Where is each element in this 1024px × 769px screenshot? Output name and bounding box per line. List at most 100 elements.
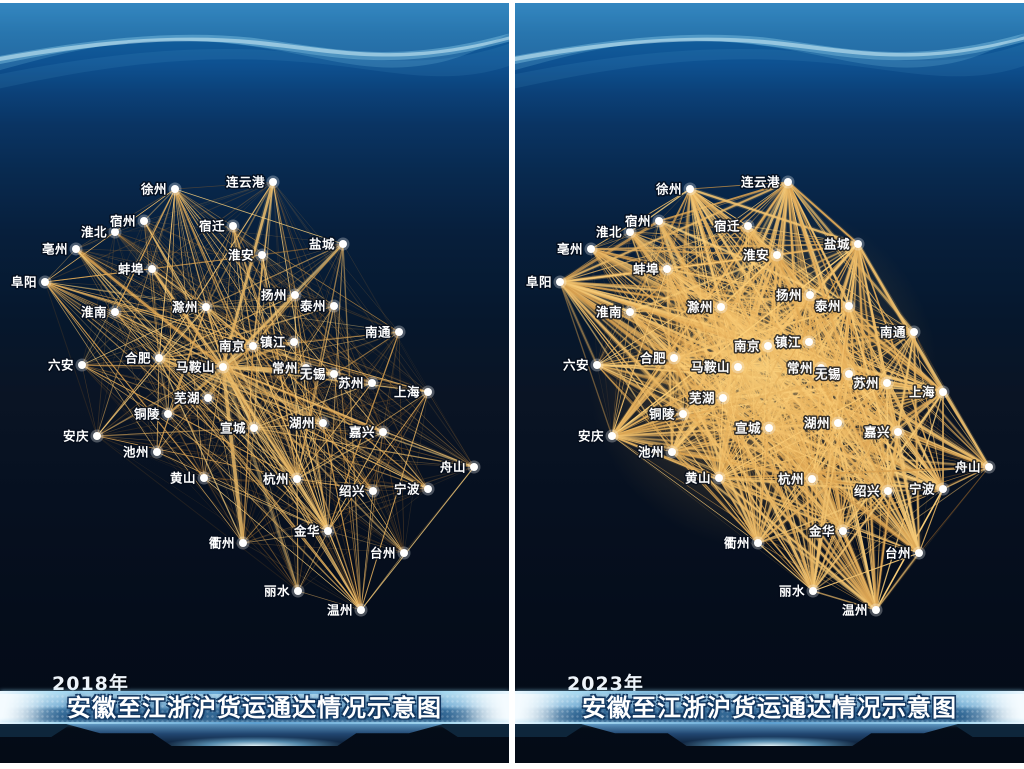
city-label: 蚌埠 (118, 262, 144, 277)
city-node (319, 419, 327, 427)
banner-line-bottom (0, 721, 509, 724)
city-label: 绍兴 (339, 484, 365, 499)
city-node (424, 388, 432, 396)
city-label: 六安 (563, 358, 589, 373)
city-label: 温州 (327, 603, 353, 618)
city-nodes (38, 175, 481, 617)
city-label: 阜阳 (526, 275, 552, 290)
city-node (269, 178, 277, 186)
city-node (854, 240, 862, 248)
city-node (626, 228, 634, 236)
city-label: 宿州 (625, 214, 651, 229)
city-label: 池州 (638, 445, 664, 460)
city-label: 淮南 (596, 305, 622, 320)
city-label: 舟山 (955, 460, 981, 475)
city-node (200, 474, 208, 482)
city-label: 苏州 (338, 376, 364, 391)
city-node (744, 222, 752, 230)
city-node (670, 354, 678, 362)
city-label: 铜陵 (134, 407, 160, 422)
city-label: 上海 (909, 385, 935, 400)
city-node (164, 410, 172, 418)
city-node (294, 587, 302, 595)
city-node (140, 217, 148, 225)
city-node (202, 303, 210, 311)
city-node (155, 354, 163, 362)
banner-skirt-glow (66, 724, 443, 746)
city-label: 金华 (293, 524, 320, 539)
city-label: 徐州 (140, 182, 167, 197)
city-node (239, 539, 247, 547)
city-label: 南京 (734, 339, 760, 354)
city-label: 宿迁 (199, 219, 225, 234)
city-node (883, 379, 891, 387)
city-label: 舟山 (440, 460, 466, 475)
city-nodes (553, 175, 996, 617)
city-label: 徐州 (655, 182, 682, 197)
city-node (734, 363, 742, 371)
city-label: 阜阳 (11, 275, 37, 290)
city-label: 安庆 (578, 429, 604, 444)
banner-line-top (0, 691, 509, 694)
city-label: 南通 (365, 325, 391, 340)
banner-skirt-glow (581, 724, 958, 746)
city-node (379, 428, 387, 436)
city-label: 淮南 (81, 305, 107, 320)
city-node (655, 217, 663, 225)
city-node (229, 222, 237, 230)
city-node (587, 245, 595, 253)
city-node (663, 265, 671, 273)
banner-line-bottom (515, 721, 1024, 724)
city-node (765, 424, 773, 432)
city-label: 宿州 (110, 214, 136, 229)
city-label: 亳州 (557, 242, 583, 257)
city-node (808, 475, 816, 483)
city-node (78, 361, 86, 369)
panel-2023: 徐州 连云港 宿州 淮北 亳州 宿迁 淮安 蚌埠 阜阳 盐城 淮南 滁州 扬州 泰州 南通 六安 合肥 南京 镇江常… (515, 3, 1024, 763)
city-node (834, 419, 842, 427)
city-node (717, 303, 725, 311)
city-node (293, 475, 301, 483)
city-label: 镇江 (775, 335, 801, 350)
city-node (41, 278, 49, 286)
panel-divider (509, 0, 515, 769)
city-node (369, 487, 377, 495)
city-label: 铜陵 (649, 407, 675, 422)
city-label: 滁州 (172, 300, 198, 315)
city-label: 无锡 (814, 367, 841, 382)
wave-decoration (0, 3, 509, 89)
city-node (894, 428, 902, 436)
city-node (153, 448, 161, 456)
city-node (839, 527, 847, 535)
city-label: 上海 (394, 385, 420, 400)
city-label: 黄山 (170, 471, 196, 486)
city-node (809, 587, 817, 595)
banner-wing-left (515, 724, 587, 737)
city-label: 池州 (123, 445, 149, 460)
city-label: 台州 (885, 546, 911, 561)
city-label: 盐城 (309, 237, 335, 252)
city-node (806, 291, 814, 299)
city-node (910, 328, 918, 336)
city-node (290, 338, 298, 346)
city-node (845, 302, 853, 310)
city-node (686, 185, 694, 193)
title-banner: 安徽至江浙沪货运通达情况示意图 (515, 688, 1024, 760)
city-node (357, 606, 365, 614)
city-node (395, 328, 403, 336)
frame-bottom (0, 763, 1024, 769)
city-label: 南京 (219, 339, 245, 354)
city-node (291, 291, 299, 299)
city-label: 宣城 (735, 421, 761, 436)
city-label: 六安 (48, 358, 74, 373)
city-node (884, 487, 892, 495)
city-label: 常州 (787, 361, 813, 376)
banner-bar: 安徽至江浙沪货运通达情况示意图 (0, 693, 509, 722)
city-node (668, 448, 676, 456)
city-node (593, 361, 601, 369)
city-node (773, 251, 781, 259)
city-label: 宁波 (909, 482, 935, 497)
